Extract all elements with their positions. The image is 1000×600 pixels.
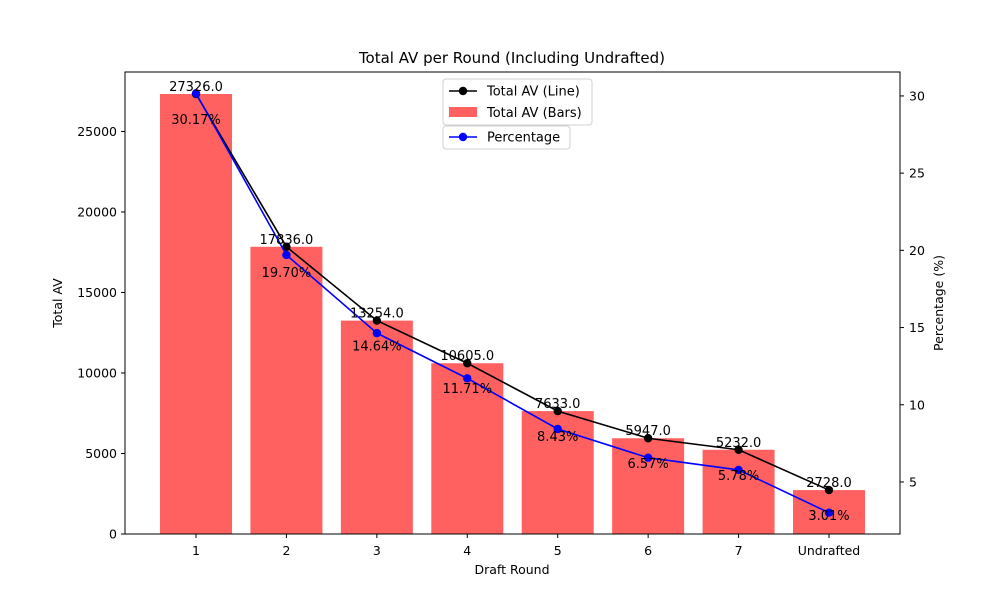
x-tick-label: 3 [373,543,381,558]
x-axis-label: Draft Round [474,562,549,577]
x-tick-label: 7 [735,543,743,558]
plot-frame [124,71,901,535]
y-axis-label: Total AV [50,278,65,329]
y2-tick-label: 25 [909,166,925,181]
bar-value-label: 17836.0 [260,233,314,248]
y2-tick-label: 20 [909,243,925,258]
percentage-point [824,508,834,517]
x-tick-label: 4 [463,543,471,558]
percentage-point [553,424,562,434]
bar-2 [250,246,323,535]
percentage-label: 11.71% [442,382,492,397]
total-av-point [282,242,291,252]
y2-tick-label: 10 [909,397,925,412]
bar-value-label: 5947.0 [625,424,671,439]
x-tick-label: Undrafted [798,543,861,558]
legend-marker-total-av-line [458,86,468,96]
y2-tick-label: 30 [909,88,925,103]
y-tick-label: 25000 [77,124,117,139]
legend: Total AV (Line) Total AV (Bars) Percentage [442,78,593,150]
bar-1 [160,93,232,535]
percentage-point [463,374,472,383]
bar-6 [612,438,685,534]
x-axis: 1 2 3 4 5 6 7 Undrafted [192,534,860,558]
legend-swatch-total-av-bars [449,107,477,117]
plot-area: 27326.0 17836.0 13254.0 10605.0 7633.0 5947.0… [160,80,865,535]
total-av-point [463,359,472,368]
legend-box-secondary [442,125,571,150]
legend-label-percentage: Percentage [487,131,560,146]
percentage-point [282,250,291,260]
y-tick-label: 10000 [77,365,117,380]
y2-axis-label: Percentage (%) [931,255,946,351]
y-tick-label: 0 [109,527,117,542]
bar-value-label: 27326.0 [169,80,223,95]
percentage-line [195,92,830,514]
y2-tick-label: 5 [909,474,917,489]
y2-tick-label: 15 [909,320,925,335]
percentage-label: 5.78% [718,469,759,484]
bar-value-label: 10605.0 [440,349,494,364]
x-tick-label: 1 [192,543,200,558]
percentage-label: 3.01% [808,509,849,524]
total-av-point [734,445,743,454]
legend-box-primary [442,78,593,126]
y-tick-label: 20000 [77,204,117,219]
percentage-point [643,453,653,462]
percentage-point [191,89,201,98]
total-av-point [372,316,382,325]
x-tick-label: 5 [554,543,562,558]
legend-marker-percentage [458,132,468,142]
legend-label-total-av-bars: Total AV (Bars) [486,106,582,121]
legend-label-total-av-line: Total AV (Line) [486,85,580,100]
percentage-point [372,328,382,338]
total-av-line [195,93,830,491]
bar-3 [340,320,413,534]
percentage-label: 19.70% [262,266,312,281]
y-axis-right: 5 10 15 20 25 30 [900,88,925,489]
y-tick-label: 15000 [77,285,117,300]
bar-value-label: 2728.0 [806,476,852,491]
y-tick-label: 5000 [85,446,117,461]
percentage-label: 30.17% [171,113,221,128]
bar-value-label: 7633.0 [535,397,581,412]
x-tick-label: 6 [644,543,652,558]
x-tick-label: 2 [282,543,290,558]
percentage-label: 6.57% [627,457,668,472]
bar-value-label: 13254.0 [350,307,404,322]
bar-7 [702,449,775,534]
bar-value-label: 5232.0 [716,436,762,451]
chart-title: Total AV per Round (Including Undrafted) [358,49,665,67]
total-av-point [824,485,834,495]
y-axis-left: 0 5000 10000 15000 20000 25000 [77,124,125,542]
percentage-label: 14.64% [352,340,402,355]
total-av-point [553,406,562,416]
percentage-label: 8.43% [537,430,578,445]
percentage-point [734,465,743,475]
total-av-point [643,434,653,443]
